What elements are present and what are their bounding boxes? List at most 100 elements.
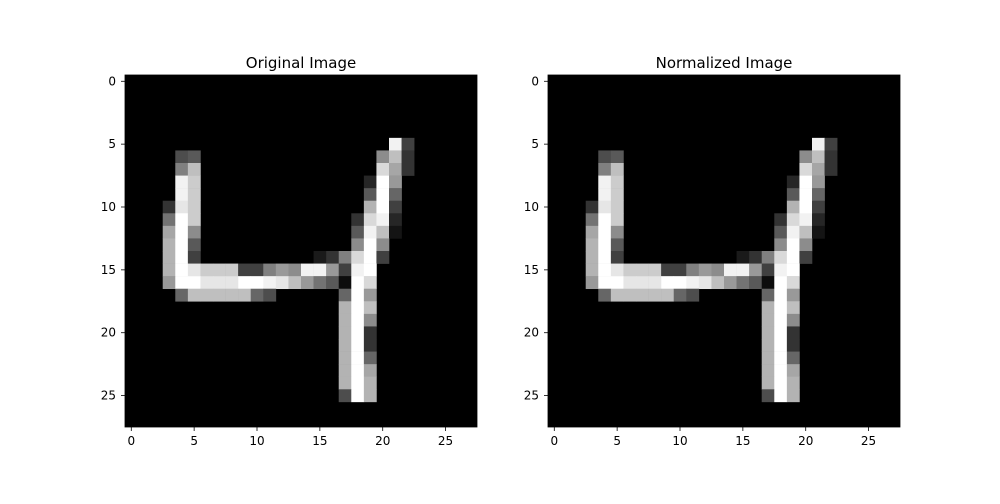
pixel-cell [799, 238, 813, 252]
pixel-cell [761, 276, 775, 290]
pixel-cell [598, 175, 612, 189]
pixel-cell [786, 351, 800, 365]
pixel-cell [724, 276, 737, 290]
pixel-cell [786, 288, 800, 302]
pixel-cell [774, 213, 788, 227]
pixel-cell [162, 276, 176, 290]
pixel-cell [326, 263, 340, 277]
pixel-cell [623, 288, 637, 302]
pixel-cell [786, 238, 800, 252]
y-tick-label: 20 [524, 326, 539, 340]
pixel-cell [313, 276, 327, 290]
pixel-cell [351, 313, 365, 327]
pixel-cell [799, 175, 813, 189]
pixel-cell [636, 276, 649, 290]
pixel-cell [363, 313, 377, 327]
pixel-cell [363, 213, 377, 227]
pixel-cell [824, 150, 838, 164]
pixel-cell [200, 288, 214, 302]
pixel-cell [338, 351, 352, 365]
pixel-cell [648, 263, 662, 277]
pixel-cell [786, 213, 800, 227]
y-tick-label: 25 [524, 389, 539, 403]
pixel-layer-normalized [585, 137, 838, 403]
pixel-cell [301, 276, 314, 290]
pixel-cell [774, 263, 788, 277]
pixel-cell [799, 200, 813, 214]
pixel-cell [213, 263, 226, 277]
pixel-cell [786, 339, 800, 352]
pixel-cell [598, 238, 612, 252]
pixel-cell [598, 163, 612, 176]
pixel-cell [363, 200, 377, 214]
pixel-cell [338, 263, 352, 277]
pixel-cell [338, 389, 352, 403]
pixel-cell [749, 251, 763, 264]
pixel-cell [363, 251, 377, 264]
pixel-cell [175, 200, 189, 214]
y-tick-label: 20 [101, 326, 116, 340]
pixel-cell [673, 263, 687, 277]
chart-title-original: Original Image [246, 54, 356, 72]
pixel-cell [175, 213, 189, 227]
pixel-cell [610, 238, 624, 252]
pixel-cell [585, 213, 599, 227]
pixel-cell [175, 276, 189, 290]
pixel-cell [585, 200, 599, 214]
pixel-cell [389, 200, 402, 214]
pixel-cell [187, 150, 201, 164]
chart-normalized: Normalized Image 0 5 10 15 20 25 0 5 10 15 20 25 [524, 54, 901, 448]
pixel-cell [363, 364, 377, 378]
pixel-cell [812, 188, 825, 202]
x-tick-label: 15 [312, 434, 327, 448]
pixel-cell [363, 263, 377, 277]
x-tick-label: 25 [438, 434, 453, 448]
pixel-cell [598, 288, 612, 302]
pixel-cell [363, 288, 377, 302]
pixel-cell [401, 150, 415, 164]
pixel-cell [761, 263, 775, 277]
pixel-cell [351, 251, 365, 264]
pixel-cell [376, 213, 390, 227]
x-axis-original: 0 5 10 15 20 25 [127, 427, 453, 448]
pixel-cell [786, 251, 800, 264]
pixel-cell [162, 225, 176, 239]
pixel-cell [774, 301, 788, 315]
pixel-cell [786, 364, 800, 378]
pixel-cell [786, 188, 800, 202]
pixel-cell [636, 263, 649, 277]
pixel-cell [585, 238, 599, 252]
pixel-cell [187, 251, 201, 264]
pixel-cell [610, 263, 624, 277]
pixel-cell [351, 276, 365, 290]
pixel-cell [610, 150, 624, 164]
pixel-cell [175, 175, 189, 189]
pixel-cell [162, 200, 176, 214]
pixel-cell [301, 263, 314, 277]
pixel-cell [338, 364, 352, 378]
pixel-cell [187, 225, 201, 239]
pixel-cell [812, 137, 825, 151]
pixel-cell [724, 263, 737, 277]
pixel-cell [338, 251, 352, 264]
pixel-cell [610, 276, 624, 290]
pixel-cell [711, 276, 725, 290]
pixel-cell [761, 389, 775, 403]
pixel-cell [225, 276, 239, 290]
pixel-cell [187, 238, 201, 252]
y-axis-normalized: 0 5 10 15 20 25 [524, 74, 548, 403]
pixel-cell [351, 301, 365, 315]
pixel-cell [673, 276, 687, 290]
pixel-cell [774, 251, 788, 264]
x-tick-label: 20 [375, 434, 390, 448]
pixel-cell [761, 326, 775, 340]
x-tick-label: 20 [798, 434, 813, 448]
pixel-cell [799, 163, 813, 176]
pixel-cell [351, 225, 365, 239]
pixel-cell [363, 351, 377, 365]
pixel-cell [288, 276, 302, 290]
pixel-cell [686, 276, 700, 290]
pixel-cell [313, 263, 327, 277]
pixel-cell [610, 288, 624, 302]
